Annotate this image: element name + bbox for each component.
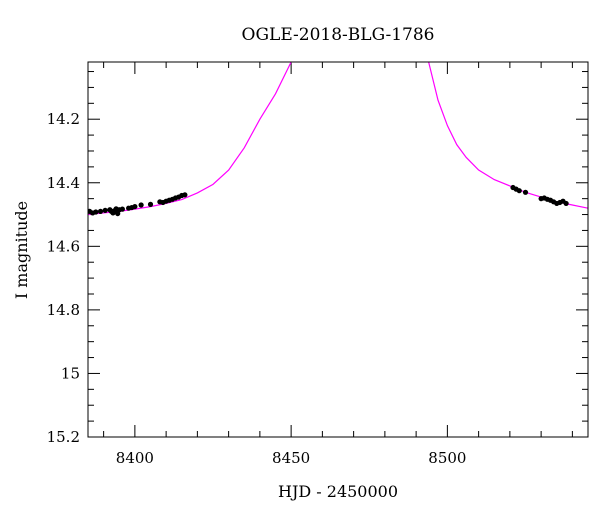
data-point (516, 188, 522, 194)
data-point (563, 200, 569, 207)
chart-title: OGLE-2018-BLG-1786 (242, 25, 435, 45)
data-point (93, 209, 99, 215)
y-tick-label: 14.2 (47, 110, 80, 128)
data-point (119, 206, 125, 212)
y-axis-label: I magnitude (12, 201, 31, 299)
plot-area (88, 62, 588, 217)
x-tick-label: 8500 (428, 449, 466, 467)
y-tick-label: 14.4 (47, 174, 80, 192)
y-tick-label: 15 (61, 364, 80, 382)
data-point (522, 189, 529, 195)
y-tick-label: 14.6 (47, 237, 80, 255)
model-curve (88, 62, 588, 216)
plot-frame (87, 61, 589, 438)
axis-tick-labels: 8400 8450 8500 14.2 14.4 14.6 14.8 15 15.2 (47, 110, 467, 467)
data-point (182, 192, 188, 198)
x-tick-label: 8450 (272, 449, 310, 467)
data-point (132, 203, 138, 210)
x-axis-label: HJD - 2450000 (278, 482, 398, 501)
axis-ticks (88, 62, 588, 438)
data-point (97, 208, 104, 214)
y-tick-label: 14.8 (47, 301, 80, 319)
data-point (147, 201, 154, 207)
x-tick-label: 8400 (116, 449, 154, 467)
data-point (102, 207, 108, 214)
data-points (88, 184, 569, 217)
y-tick-label: 15.2 (47, 428, 80, 446)
data-point (138, 202, 144, 208)
